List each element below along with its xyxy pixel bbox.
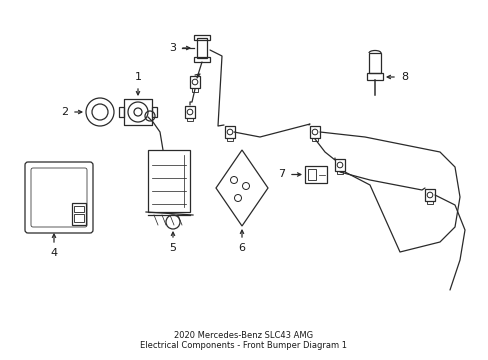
Bar — [74, 214, 84, 222]
Bar — [124, 99, 152, 125]
Bar — [424, 189, 434, 201]
Bar — [148, 150, 190, 212]
Text: 3: 3 — [169, 43, 176, 53]
Text: 1: 1 — [134, 72, 141, 82]
Bar — [305, 166, 326, 183]
Bar — [307, 169, 315, 180]
Text: 6: 6 — [238, 243, 245, 253]
Text: 8: 8 — [400, 72, 407, 82]
Bar — [224, 126, 235, 138]
Bar — [184, 106, 195, 118]
Bar — [334, 159, 345, 171]
Text: 2020 Mercedes-Benz SLC43 AMG
Electrical Components - Front Bumper Diagram 1: 2020 Mercedes-Benz SLC43 AMG Electrical … — [140, 330, 347, 350]
Bar — [368, 53, 380, 73]
Bar — [426, 201, 432, 204]
Text: 4: 4 — [50, 248, 58, 258]
Bar — [336, 171, 342, 175]
Bar — [152, 107, 157, 117]
Bar — [226, 138, 232, 141]
Bar — [197, 38, 206, 58]
Bar — [74, 206, 84, 212]
Bar — [194, 35, 209, 40]
Bar — [186, 118, 193, 121]
Text: 5: 5 — [169, 243, 176, 253]
Bar — [192, 88, 198, 91]
Text: 2: 2 — [61, 107, 68, 117]
Text: 7: 7 — [277, 170, 285, 180]
Bar — [311, 138, 317, 141]
Bar — [194, 57, 209, 62]
Bar — [366, 73, 382, 80]
Bar — [72, 203, 86, 225]
Bar — [309, 126, 319, 138]
Bar — [119, 107, 124, 117]
Bar — [190, 76, 200, 88]
